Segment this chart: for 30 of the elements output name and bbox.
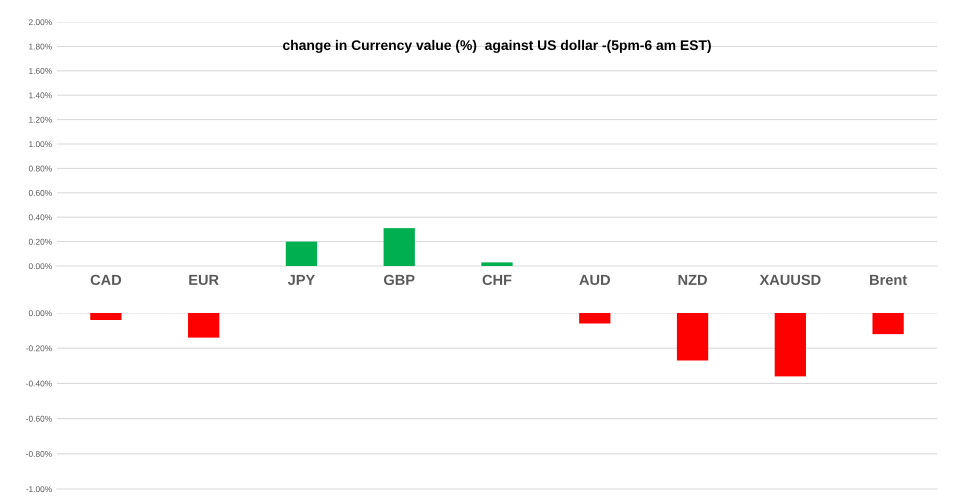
x-tick-label: CHF <box>482 274 512 286</box>
y-tick-label: 1.00% <box>29 141 52 148</box>
bar <box>286 242 318 266</box>
x-tick-label: XAUUSD <box>760 274 821 286</box>
y-tick-label: -1.00% <box>26 486 52 492</box>
y-tick-label: 1.40% <box>29 92 52 98</box>
y-tick-label: 0.00% <box>28 310 52 316</box>
y-tick-label: -0.60% <box>26 416 52 422</box>
x-tick-label: AUD <box>579 274 610 286</box>
bar <box>384 228 415 266</box>
y-tick-label: 2.00% <box>28 19 52 26</box>
x-tick-label: Brent <box>870 274 907 286</box>
y-tick-label: 0.20% <box>28 238 52 245</box>
x-tick-label: EUR <box>189 274 219 286</box>
x-tick-label: NZD <box>678 274 707 285</box>
y-tick-label: 1.80% <box>29 44 52 50</box>
y-tick-label: 0.80% <box>28 166 52 172</box>
text: change in Currency value (%) against US dollar -(5pm-6 am EST) <box>283 40 711 53</box>
y-tick-label: -0.80% <box>26 451 52 457</box>
y-tick-label: 0.40% <box>28 214 52 220</box>
y-tick-label: 1.20% <box>29 116 52 123</box>
y-tick-label: -0.40% <box>26 380 52 386</box>
x-tick-label: CAD <box>90 274 122 286</box>
y-tick-label: 0.00% <box>28 263 52 270</box>
y-tick-label: 1.60% <box>29 68 52 74</box>
bar <box>481 262 513 266</box>
x-tick-label: JPY <box>288 274 315 286</box>
x-tick-label: GBP <box>384 274 415 286</box>
y-tick-label: 0.60% <box>28 190 52 196</box>
y-tick-label: -0.20% <box>26 345 52 352</box>
